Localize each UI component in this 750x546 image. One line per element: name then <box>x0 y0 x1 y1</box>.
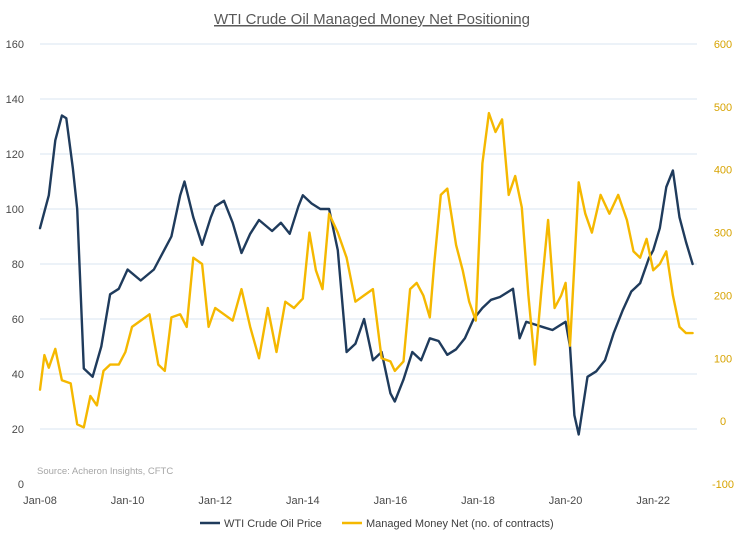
right-tick-label: 300 <box>714 228 732 240</box>
right-tick-label: -100 <box>712 479 734 491</box>
left-tick-label: 40 <box>12 369 24 381</box>
grid-lines <box>40 43 697 430</box>
right-tick-label: 0 <box>720 416 726 428</box>
x-tick-label: Jan-10 <box>111 495 145 507</box>
right-tick-label: 200 <box>714 290 732 302</box>
right-tick-label: 600 <box>714 39 732 51</box>
source-note: Source: Acheron Insights, CFTC <box>37 466 173 477</box>
x-axis-ticks: Jan-08 Jan-10 Jan-12 Jan-14 Jan-16 Jan-18 Jan-… <box>23 495 670 507</box>
right-axis-ticks: -100 0 100 200 300 400 500 600 <box>712 39 734 491</box>
left-tick-label: 20 <box>12 424 24 436</box>
left-tick-label: 100 <box>6 204 24 216</box>
left-tick-label: 0 <box>18 479 24 491</box>
managed-money-net-line <box>38 111 694 429</box>
x-tick-label: Jan-14 <box>286 495 320 507</box>
left-tick-label: 60 <box>12 314 24 326</box>
oil-price-line <box>38 114 694 436</box>
x-tick-label: Jan-12 <box>198 495 232 507</box>
right-tick-label: 100 <box>714 353 732 365</box>
x-tick-label: Jan-22 <box>636 495 670 507</box>
x-tick-label: Jan-16 <box>374 495 408 507</box>
chart-title: WTI Crude Oil Managed Money Net Position… <box>214 11 530 28</box>
right-tick-label: 400 <box>714 165 732 177</box>
left-tick-label: 160 <box>6 39 24 51</box>
legend-item-oil-price-label: WTI Crude Oil Price <box>224 518 322 530</box>
series-lines <box>38 111 694 436</box>
left-tick-label: 140 <box>6 94 24 106</box>
legend: WTI Crude Oil Price Managed Money Net (no… <box>200 518 554 530</box>
left-tick-label: 80 <box>12 259 24 271</box>
legend-item-managed-money-net-label: Managed Money Net (no. of contracts) <box>366 518 554 530</box>
left-tick-label: 120 <box>6 149 24 161</box>
x-tick-label: Jan-18 <box>461 495 495 507</box>
x-tick-label: Jan-08 <box>23 495 57 507</box>
x-tick-label: Jan-20 <box>549 495 583 507</box>
left-axis-ticks: 0 20 40 60 80 100 120 140 160 <box>6 39 24 491</box>
right-tick-label: 500 <box>714 102 732 114</box>
